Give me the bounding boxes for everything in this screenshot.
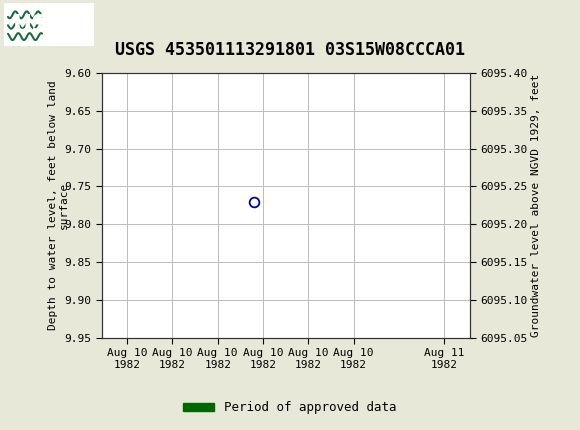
Y-axis label: Groundwater level above NGVD 1929, feet: Groundwater level above NGVD 1929, feet bbox=[531, 74, 541, 337]
Y-axis label: Depth to water level, feet below land
surface: Depth to water level, feet below land su… bbox=[48, 80, 70, 330]
Bar bbox=[4, 3, 94, 46]
Text: USGS: USGS bbox=[13, 13, 86, 37]
Text: USGS 453501113291801 03S15W08CCCA01: USGS 453501113291801 03S15W08CCCA01 bbox=[115, 41, 465, 59]
Legend: Period of approved data: Period of approved data bbox=[178, 396, 402, 419]
